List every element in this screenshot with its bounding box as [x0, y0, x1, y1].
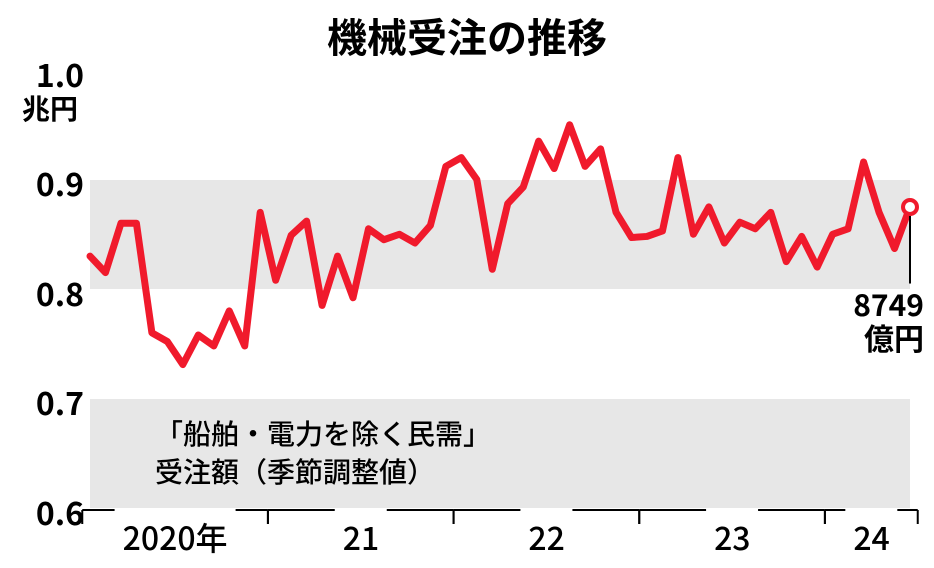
- x-year-label: 23: [714, 514, 750, 560]
- x-year-label: 24: [853, 514, 889, 560]
- last-value-callout: 8749 億円: [814, 286, 924, 355]
- y-tick-label: 0.8: [36, 270, 84, 316]
- chart-container: 機械受注の推移 0.60.70.80.91.0 兆円 2020年21222324…: [0, 0, 934, 568]
- y-tick-label: 0.9: [36, 160, 84, 206]
- x-year-label: 21: [343, 514, 379, 560]
- legend-note-line2: 受注額（季節調整値）: [155, 453, 491, 491]
- legend-note-line1: 「船舶・電力を除く民需」: [155, 415, 491, 453]
- series-line: [90, 125, 910, 365]
- chart-title: 機械受注の推移: [0, 6, 934, 64]
- x-year-label: 22: [528, 514, 564, 560]
- y-axis-unit: 兆円: [22, 88, 78, 128]
- x-year-label: 2020年: [123, 514, 228, 560]
- y-tick-label: 0.6: [36, 489, 84, 535]
- y-tick-label: 0.7: [36, 379, 84, 425]
- callout-unit: 億円: [814, 320, 924, 355]
- last-point-marker: [903, 200, 917, 214]
- legend-note: 「船舶・電力を除く民需」 受注額（季節調整値）: [155, 415, 491, 491]
